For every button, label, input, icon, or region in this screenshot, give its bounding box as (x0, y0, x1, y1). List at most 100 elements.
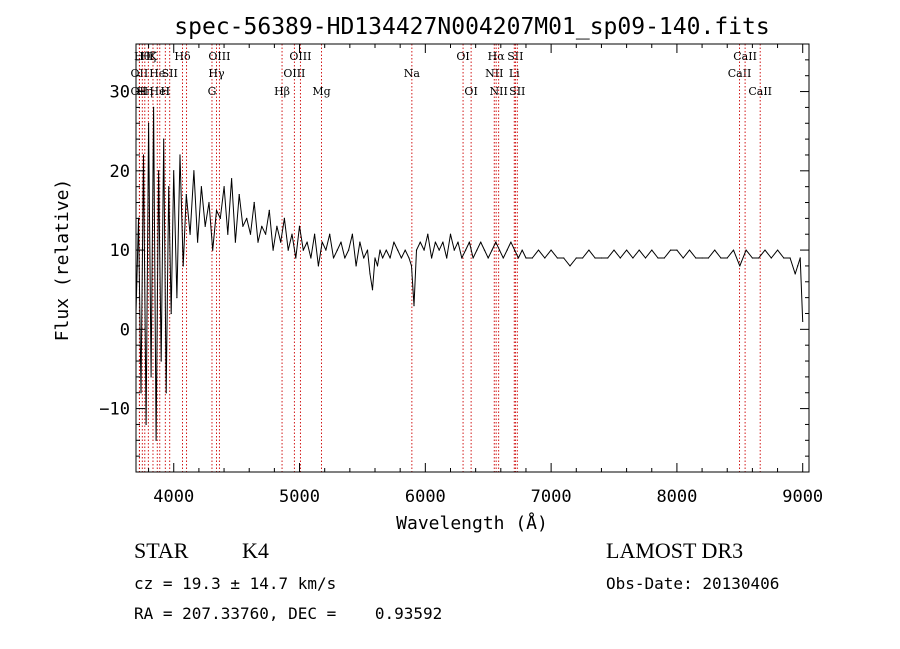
data-point-0-114 (537, 249, 540, 251)
x-tick-label-0: 4000 (153, 487, 194, 507)
data-point-0-88 (434, 241, 436, 243)
marker-label-26: SII (507, 50, 523, 63)
marker-label-9: SII (162, 67, 178, 80)
data-point-0-34 (242, 225, 244, 227)
data-point-0-6 (150, 376, 152, 378)
data-point-0-103 (491, 249, 493, 251)
survey-name: LAMOST DR3 (606, 538, 744, 563)
marker-label-17: OIII (289, 50, 311, 63)
data-point-0-79 (404, 249, 406, 251)
data-point-0-147 (745, 249, 747, 251)
y-tick-label-2: 10 (110, 241, 130, 261)
data-point-0-75 (389, 257, 391, 259)
data-point-0-5 (148, 122, 150, 124)
data-point-0-151 (770, 257, 772, 259)
data-point-0-111 (521, 249, 523, 251)
x-tick-label-2: 6000 (405, 487, 446, 507)
data-point-0-107 (506, 249, 508, 251)
data-point-0-26 (212, 249, 214, 251)
marker-label-28: CaII (728, 67, 752, 80)
data-point-0-27 (215, 209, 218, 211)
marker-label-23: Hα (488, 50, 506, 63)
data-point-0-53 (314, 233, 316, 235)
data-point-0-135 (670, 249, 672, 251)
data-point-0-11 (163, 138, 165, 140)
data-point-0-22 (197, 241, 199, 243)
y-tick-label-1: 0 (120, 320, 130, 340)
data-point-0-143 (720, 257, 722, 259)
marker-label-7: HeI (150, 85, 170, 98)
data-point-0-29 (223, 186, 225, 188)
data-point-0-67 (366, 249, 369, 251)
data-point-0-99 (476, 249, 478, 251)
marker-label-21: OI (464, 85, 477, 98)
data-point-0-73 (382, 257, 384, 259)
data-point-0-37 (253, 201, 255, 204)
data-point-0-82 (413, 305, 415, 307)
data-point-0-80 (408, 257, 410, 259)
data-point-0-2 (140, 392, 142, 394)
data-point-0-152 (777, 249, 779, 251)
chart-title: spec-56389-HD134427N004207M01_sp09-140.f… (174, 14, 769, 40)
data-point-0-115 (544, 257, 546, 259)
data-point-0-136 (676, 249, 678, 251)
data-point-0-10 (160, 360, 162, 362)
data-point-0-139 (695, 257, 697, 259)
data-point-0-39 (261, 225, 263, 227)
data-point-0-116 (550, 249, 552, 251)
y-axis-label: Flux (relative) (52, 179, 73, 342)
data-point-0-65 (359, 241, 361, 243)
marker-label-25: Li (509, 67, 520, 80)
data-point-0-124 (600, 257, 603, 259)
data-point-0-51 (306, 241, 308, 243)
data-point-0-30 (227, 233, 229, 235)
marker-label-18: Mg (312, 85, 330, 98)
data-point-0-140 (701, 257, 703, 259)
data-point-0-42 (272, 249, 274, 251)
data-point-0-122 (588, 249, 590, 251)
data-point-0-61 (344, 257, 346, 259)
data-point-0-58 (332, 257, 335, 259)
redshift-text: cz = 19.3 ± 14.7 km/s (134, 574, 337, 593)
data-point-0-87 (431, 257, 433, 259)
data-point-0-63 (351, 233, 353, 235)
data-point-0-4 (145, 423, 147, 425)
data-point-0-145 (732, 249, 735, 251)
data-point-0-126 (613, 249, 615, 251)
data-point-0-49 (298, 225, 301, 227)
data-point-0-141 (707, 257, 710, 259)
data-point-0-8 (155, 439, 157, 441)
marker-label-14: OIII (208, 50, 230, 63)
data-point-0-57 (329, 233, 331, 235)
data-point-0-125 (607, 257, 609, 259)
data-point-0-13 (168, 186, 170, 188)
data-point-0-131 (644, 257, 647, 259)
data-point-0-104 (495, 241, 497, 243)
data-point-0-71 (376, 265, 379, 267)
data-point-0-150 (764, 249, 766, 251)
data-point-0-105 (498, 249, 501, 251)
data-point-0-78 (400, 257, 402, 259)
x-axis-label: Wavelength (Å) (396, 512, 548, 534)
object-class: STAR (134, 538, 189, 563)
y-tick-label-4: 30 (110, 83, 130, 103)
y-tick-label-0: −10 (99, 400, 130, 420)
data-point-0-7 (153, 106, 155, 108)
marker-label-20: OI (456, 50, 469, 63)
data-point-0-36 (249, 233, 252, 235)
data-point-0-132 (651, 249, 653, 251)
data-point-0-70 (374, 257, 376, 259)
data-point-0-133 (657, 257, 659, 259)
marker-label-15: Hβ (274, 85, 290, 98)
data-point-0-106 (502, 257, 504, 259)
data-point-0-85 (423, 249, 425, 251)
marker-label-8: H (161, 85, 171, 98)
marker-label-19: Na (404, 67, 421, 80)
data-point-0-123 (594, 257, 596, 259)
data-point-0-157 (799, 257, 801, 259)
data-point-0-20 (189, 233, 191, 235)
data-point-0-60 (340, 241, 342, 243)
data-point-0-21 (193, 170, 195, 172)
data-point-0-62 (348, 249, 350, 251)
data-point-0-74 (385, 249, 387, 251)
